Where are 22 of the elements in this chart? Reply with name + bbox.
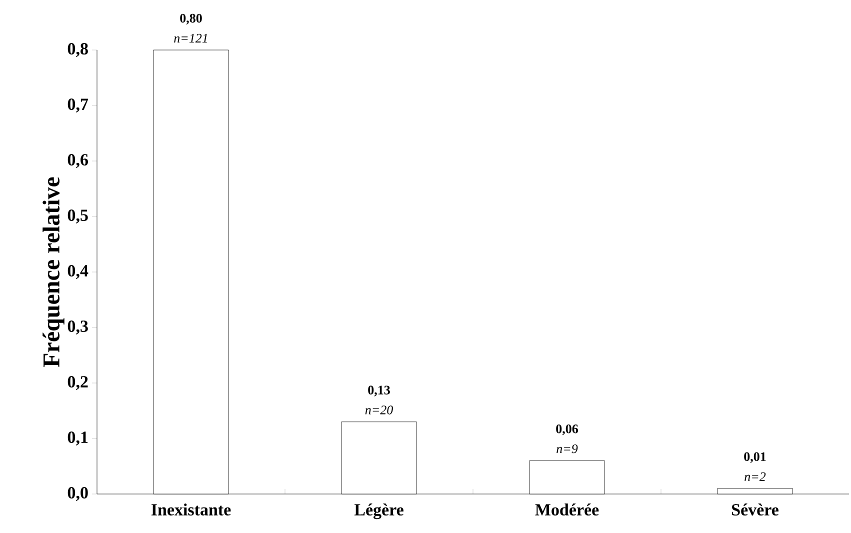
data-label: 0,13 bbox=[368, 386, 390, 396]
x-tick-label: Modérée bbox=[535, 504, 599, 516]
y-axis-title: Fréquence relative bbox=[42, 177, 64, 368]
x-tick-label: Inexistante bbox=[151, 504, 231, 516]
y-tick-label: 0,3 bbox=[68, 320, 88, 334]
y-tick-label: 0,7 bbox=[68, 98, 88, 112]
y-tick-label: 0,6 bbox=[68, 154, 88, 168]
y-tick-label: 0,2 bbox=[68, 376, 88, 390]
y-tick-label: 0,0 bbox=[68, 487, 88, 501]
data-label: 0,80 bbox=[180, 14, 202, 24]
annotation: n=121 bbox=[174, 34, 207, 42]
x-tick-label: Sévère bbox=[732, 504, 778, 516]
annotation: n=20 bbox=[365, 406, 393, 414]
y-tick-label: 0,5 bbox=[68, 210, 88, 224]
data-label: 0,01 bbox=[744, 452, 766, 463]
y-tick-label: 0,4 bbox=[68, 265, 88, 279]
x-tick-label: Légère bbox=[354, 504, 404, 520]
annotation: n=2 bbox=[744, 472, 766, 481]
data-label: 0,06 bbox=[556, 424, 578, 436]
y-tick-label: 0,1 bbox=[68, 432, 88, 446]
annotation: n=9 bbox=[556, 444, 578, 454]
y-tick-label: 0,8 bbox=[68, 43, 88, 57]
